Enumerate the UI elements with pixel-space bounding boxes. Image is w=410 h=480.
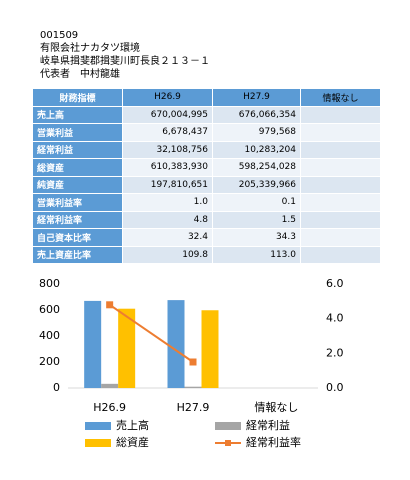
table-row: 経常利益率 4.8 1.5 <box>32 210 381 229</box>
cell-value: 610,383,930 <box>122 158 213 177</box>
row-label: 売上高 <box>32 105 123 124</box>
cell-value: 670,004,995 <box>122 105 213 124</box>
company-representative: 代表者 中村龍雄 <box>40 69 120 80</box>
line-series <box>109 303 194 363</box>
legend-label: 総資産 <box>116 435 149 449</box>
y-tick-label: 200 <box>39 355 60 368</box>
chart: 0 200 400 600 800 0.0 2.0 4.0 6.0 H26.9 H27.9 情報なし売… <box>39 277 344 449</box>
legend-swatch <box>215 422 241 430</box>
cell-value: 32,108,756 <box>122 140 213 159</box>
cell-value: 598,254,028 <box>212 158 301 177</box>
y2-tick-label: 4.0 <box>326 312 344 325</box>
y-tick-label: 600 <box>39 303 60 316</box>
row-label: 純資産 <box>32 175 123 194</box>
cell-value: 6,678,437 <box>122 123 213 142</box>
table-body: 売上高 670,004,995 676,066,354 営業利益 6,678,437 97… <box>32 105 381 264</box>
y2-tick-label: 0.0 <box>326 381 344 394</box>
table-row: 営業利益率 1.0 0.1 <box>32 193 381 212</box>
row-label: 経常利益 <box>32 140 123 159</box>
empty-cell <box>300 105 381 124</box>
cell-value: 4.8 <box>122 210 213 229</box>
row-label: 売上資産比率 <box>32 245 123 264</box>
table-row: 売上資産比率 109.8 113.0 <box>32 245 381 264</box>
cell-value: 113.0 <box>212 245 301 264</box>
x-tick-label: H27.9 <box>177 401 210 414</box>
cell-value: 676,066,354 <box>212 105 301 124</box>
y2-tick-label: 2.0 <box>326 346 344 359</box>
bar <box>201 310 219 388</box>
company-code: 001509 <box>40 30 79 41</box>
legend-swatch <box>85 422 111 430</box>
y2-tick-label: 6.0 <box>326 277 344 290</box>
table-row: 自己資本比率 32.4 34.3 <box>32 228 381 247</box>
financial-table: 財務指標 H26.9 H27.9 情報なし 売上高 670,004,995 676,066… <box>32 88 381 264</box>
bar <box>167 300 185 388</box>
empty-cell <box>300 140 381 159</box>
y-tick-label: 0 <box>53 381 60 394</box>
cell-value: 10,283,204 <box>212 140 301 159</box>
empty-cell <box>300 175 381 194</box>
cell-value: 32.4 <box>122 228 213 247</box>
company-name: 有限会社ナカタツ環境 <box>40 43 140 54</box>
cell-value: 34.3 <box>212 228 301 247</box>
legend-label: 経常利益率 <box>246 435 301 449</box>
row-label: 経常利益率 <box>32 210 123 229</box>
cell-value: 109.8 <box>122 245 213 264</box>
table-row: 総資産 610,383,930 598,254,028 <box>32 158 381 177</box>
cell-value: 205,339,966 <box>212 175 301 194</box>
bar <box>101 383 119 388</box>
y-tick-label: 800 <box>39 277 60 290</box>
empty-cell <box>300 193 381 212</box>
table-row: 売上高 670,004,995 676,066,354 <box>32 105 381 124</box>
empty-cell <box>300 228 381 247</box>
empty-cell <box>300 123 381 142</box>
company-address: 岐阜県揖斐郡揖斐川町長良２１３－１ <box>40 56 210 67</box>
cell-value: 1.0 <box>122 193 213 212</box>
table-row: 営業利益 6,678,437 979,568 <box>32 123 381 142</box>
table-row: 純資産 197,810,651 205,339,966 <box>32 175 381 194</box>
cell-value: 1.5 <box>212 210 301 229</box>
empty-cell <box>300 245 381 264</box>
legend-label: 経常利益 <box>246 418 290 432</box>
column-header: 財務指標 <box>32 88 123 107</box>
row-label: 営業利益 <box>32 123 123 142</box>
line-marker <box>189 358 197 366</box>
bar <box>184 386 202 388</box>
row-label: 総資産 <box>32 158 123 177</box>
x-tick-label: 情報なし <box>254 401 298 414</box>
table-row: 経常利益 32,108,756 10,283,204 <box>32 140 381 159</box>
cell-value: 979,568 <box>212 123 301 142</box>
line-marker <box>106 301 114 309</box>
legend-label: 売上高 <box>116 418 149 432</box>
table-header: 財務指標 H26.9 H27.9 情報なし <box>32 88 381 107</box>
column-header: H27.9 <box>212 88 301 107</box>
column-header: H26.9 <box>122 88 213 107</box>
empty-cell <box>300 158 381 177</box>
column-header: 情報なし <box>300 88 381 107</box>
cell-value: 197,810,651 <box>122 175 213 194</box>
x-tick-label: H26.9 <box>93 401 126 414</box>
legend-swatch <box>85 439 111 447</box>
bar <box>118 308 136 388</box>
row-label: 自己資本比率 <box>32 228 123 247</box>
bar <box>84 300 102 388</box>
legend-swatch <box>225 440 231 446</box>
row-label: 営業利益率 <box>32 193 123 212</box>
y-tick-label: 400 <box>39 329 60 342</box>
cell-value: 0.1 <box>212 193 301 212</box>
empty-cell <box>300 210 381 229</box>
